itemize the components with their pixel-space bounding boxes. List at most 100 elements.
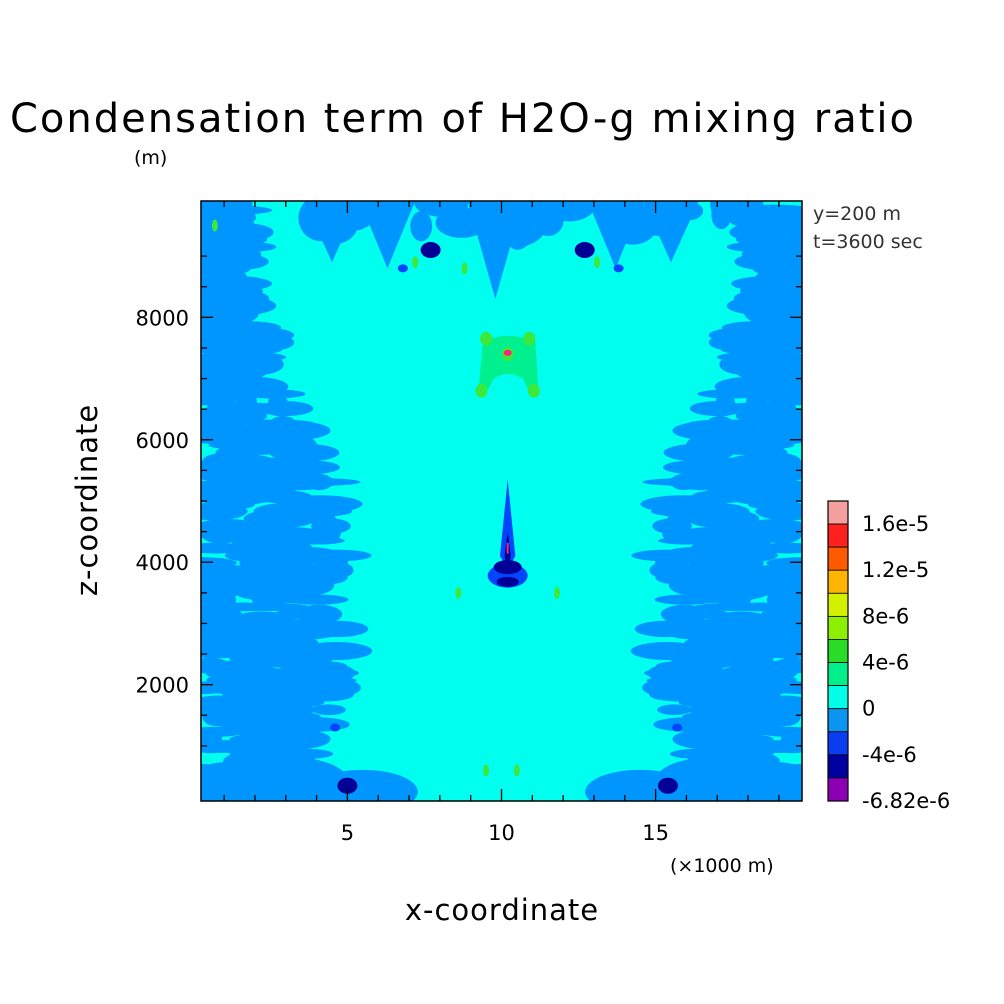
info-y-position: y=200 m	[813, 203, 901, 225]
negative-core	[499, 479, 516, 569]
positive-peak	[523, 331, 536, 346]
colorbar-segment	[827, 500, 849, 525]
negative-spot	[397, 264, 408, 273]
negative-region	[305, 620, 369, 638]
negative-region	[781, 593, 802, 606]
y-unit-label: (m)	[134, 147, 167, 169]
colorbar-segment	[827, 546, 849, 571]
negative-region	[585, 769, 696, 801]
x-tick-label: 5	[341, 821, 354, 845]
negative-region	[295, 604, 343, 624]
negative-spot	[330, 723, 341, 732]
colorbar-segment	[827, 639, 849, 663]
colorbar-segment	[827, 731, 849, 756]
negative-region	[587, 201, 644, 269]
colorbar-segment	[827, 685, 849, 710]
info-time: t=3600 sec	[813, 231, 923, 253]
colorbar: 1.6e-5 1.2e-5 8e-6 4e-6 0 -4e-6 -6.82e-6	[827, 500, 950, 813]
negative-region	[274, 609, 311, 619]
colorbar-label: -6.82e-6	[862, 789, 950, 813]
negative-region	[692, 609, 729, 619]
negative-region	[270, 416, 297, 431]
negative-region	[410, 211, 433, 242]
contour-field	[201, 201, 802, 801]
positive-spot	[553, 586, 560, 599]
negative-region	[744, 519, 802, 534]
negative-region	[749, 209, 786, 243]
colorbar-segment	[827, 662, 849, 687]
negative-region	[304, 201, 360, 263]
colorbar-label: 0	[862, 697, 875, 721]
negative-region	[766, 557, 802, 569]
negative-region	[301, 549, 372, 562]
negative-spot	[420, 241, 441, 258]
negative-spot	[613, 264, 624, 273]
negative-region	[708, 766, 802, 801]
negative-region	[299, 641, 373, 661]
colorbar-label: 1.6e-5	[862, 512, 929, 536]
negative-region	[643, 201, 699, 263]
negative-region	[284, 563, 324, 578]
negative-region	[467, 201, 524, 299]
negative-region	[201, 557, 237, 569]
colorbar-segment	[827, 615, 849, 640]
negative-region	[307, 769, 418, 801]
chart-title: Condensation term of H2O-g mixing ratio	[10, 96, 916, 142]
colorbar-frame	[827, 500, 849, 802]
positive-spot	[455, 586, 462, 599]
negative-region	[311, 704, 346, 716]
colorbar-segment	[827, 523, 849, 548]
positive-spot	[513, 764, 520, 777]
positive-peak	[527, 383, 540, 398]
negative-region	[201, 593, 222, 606]
colorbar-label: -4e-6	[862, 743, 917, 767]
negative-region	[630, 641, 704, 661]
positive-spot	[461, 262, 468, 275]
x-tick-label: 15	[642, 821, 669, 845]
negative-region	[747, 631, 767, 641]
positive-spot	[211, 219, 218, 232]
negative-region	[634, 620, 698, 638]
y-tick-label: 4000	[136, 551, 189, 575]
y-tick-label: 2000	[136, 674, 189, 698]
colorbar-segment	[827, 569, 849, 594]
y-tick-label: 8000	[136, 306, 189, 330]
negative-region	[660, 604, 708, 624]
negative-spot	[657, 777, 678, 794]
negative-spot	[574, 241, 595, 258]
positive-region	[478, 335, 539, 393]
negative-region	[201, 201, 253, 224]
negative-spot	[337, 777, 358, 794]
positive-spot	[412, 256, 419, 269]
colorbar-label: 1.2e-5	[862, 558, 929, 582]
negative-region	[201, 657, 230, 674]
negative-region	[201, 543, 249, 553]
negative-region	[679, 563, 719, 578]
y-tick-label: 6000	[136, 429, 189, 453]
negative-region	[754, 543, 802, 553]
negative-region	[657, 704, 692, 716]
negative-spot	[672, 723, 683, 732]
negative-region	[359, 201, 416, 269]
colorbar-label: 4e-6	[862, 651, 909, 675]
negative-peak	[496, 576, 519, 587]
colorbar-segment	[827, 592, 849, 617]
negative-region	[711, 650, 774, 667]
colorbar-segment	[827, 708, 849, 733]
y-axis-label: z-coordinate	[70, 404, 104, 596]
positive-spot	[483, 764, 490, 777]
negative-region	[229, 650, 292, 667]
colorbar-segment	[827, 777, 849, 802]
negative-region	[448, 201, 469, 236]
colorbar-segment	[827, 754, 849, 779]
peak-marker	[503, 349, 512, 356]
negative-region	[201, 519, 259, 534]
positive-spot	[594, 256, 601, 269]
negative-region	[706, 416, 733, 431]
x-unit-label: (×1000 m)	[670, 855, 774, 877]
colorbar-label: 8e-6	[862, 604, 909, 628]
x-axis-label: x-coordinate	[405, 893, 599, 927]
x-tick-label: 10	[488, 821, 515, 845]
negative-peak	[493, 560, 522, 575]
